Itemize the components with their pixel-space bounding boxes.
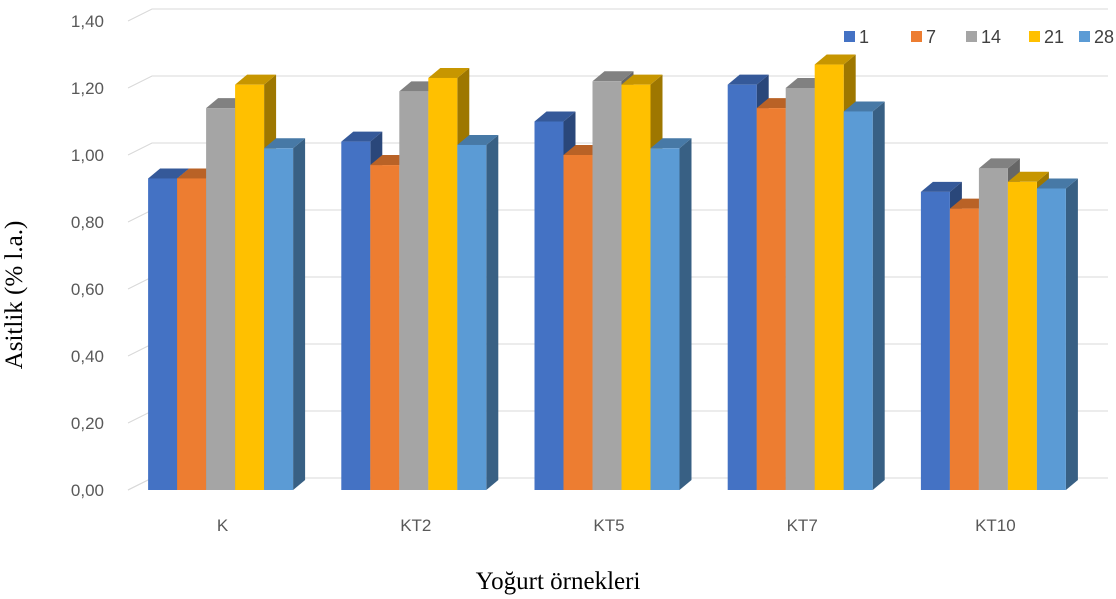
bar-top <box>341 131 383 142</box>
bar <box>1036 178 1078 490</box>
bar-front <box>949 208 979 490</box>
bar-front <box>428 77 458 490</box>
bar-front <box>978 168 1008 490</box>
y-tick-label: 0,40 <box>71 347 104 366</box>
bar-side <box>293 138 306 491</box>
y-tick-label: 0,80 <box>71 213 104 232</box>
bar-front <box>177 178 207 490</box>
bar-front <box>727 84 757 491</box>
x-tick-label: KT7 <box>787 516 818 535</box>
bar-top <box>978 158 1020 169</box>
bar-front <box>206 108 236 490</box>
bar-side <box>679 138 692 491</box>
legend-label: 1 <box>859 27 869 47</box>
bar-top <box>235 74 277 85</box>
legend-item: 1 <box>844 27 869 47</box>
y-axis-title: Asitlik (% l.a.) <box>1 221 28 370</box>
bar <box>843 101 885 490</box>
legend-swatch <box>1079 31 1090 42</box>
bar-top <box>264 138 306 149</box>
bar-front <box>1007 181 1037 491</box>
bar-top <box>843 101 885 112</box>
bar-front <box>650 148 680 491</box>
legend-label: 7 <box>926 27 936 47</box>
bar-front <box>148 178 178 490</box>
bar-top <box>814 54 856 65</box>
bar-series <box>148 54 1078 491</box>
legend-item: 28 <box>1079 27 1114 47</box>
y-tick-label: 1,40 <box>71 12 104 31</box>
bar-front <box>592 81 622 491</box>
bar-front <box>756 108 786 490</box>
bar-front <box>814 64 844 491</box>
x-tick-label: K <box>217 516 229 535</box>
y-tick-label: 1,20 <box>71 79 104 98</box>
x-axis-title: Yoğurt örnekleri <box>476 568 641 595</box>
bar-top <box>592 71 634 82</box>
bar-front <box>457 144 487 490</box>
bar-front <box>341 141 371 490</box>
bar-front <box>785 88 815 490</box>
bar-side <box>872 101 885 490</box>
bar-front <box>563 155 593 490</box>
x-tick-label: KT5 <box>593 516 624 535</box>
bar <box>650 138 692 491</box>
gridline <box>127 8 1108 22</box>
bar-front <box>235 84 265 491</box>
gridline <box>127 75 1108 89</box>
legend-label: 28 <box>1094 27 1114 47</box>
bar <box>264 138 306 491</box>
y-tick-label: 1,00 <box>71 146 104 165</box>
bar-side <box>1065 178 1078 490</box>
bar-front <box>264 148 294 491</box>
x-tick-label: KT2 <box>400 516 431 535</box>
legend: 1 7 14 21 28 <box>844 27 1114 47</box>
legend-item: 21 <box>1029 27 1064 47</box>
bar-front <box>920 191 950 490</box>
bar-top <box>1007 171 1049 182</box>
legend-swatch <box>844 31 855 42</box>
bar-top <box>457 134 499 145</box>
legend-item: 14 <box>966 27 1001 47</box>
legend-label: 14 <box>981 27 1001 47</box>
bar-top <box>621 74 663 85</box>
y-tick-label: 0,60 <box>71 280 104 299</box>
bar-top <box>428 67 470 78</box>
y-tick-label: 0,00 <box>71 481 104 500</box>
x-tick-label: KT10 <box>975 516 1016 535</box>
bar-front <box>843 111 873 490</box>
y-tick-label: 0,20 <box>71 414 104 433</box>
bar-side <box>486 134 499 490</box>
bar-top <box>1036 178 1078 189</box>
bar <box>457 134 499 490</box>
x-axis-tick-labels: K KT2 KT5 KT7 KT10 <box>217 516 1016 535</box>
bar-front <box>399 91 429 490</box>
bar-front <box>370 165 400 491</box>
legend-label: 21 <box>1044 27 1064 47</box>
bar-top <box>148 168 190 179</box>
bar-front <box>621 84 651 491</box>
bar-top <box>727 74 769 85</box>
bar-front <box>534 121 564 490</box>
bar-top <box>534 111 576 122</box>
legend-swatch <box>966 31 977 42</box>
bar-top <box>920 181 962 192</box>
bar-top <box>650 138 692 149</box>
bar-front <box>1036 188 1066 490</box>
legend-item: 7 <box>911 27 936 47</box>
legend-swatch <box>1029 31 1040 42</box>
y-axis-tick-labels: 0,00 0,20 0,40 0,60 0,80 1,00 1,20 1,40 <box>71 12 104 500</box>
legend-swatch <box>911 31 922 42</box>
